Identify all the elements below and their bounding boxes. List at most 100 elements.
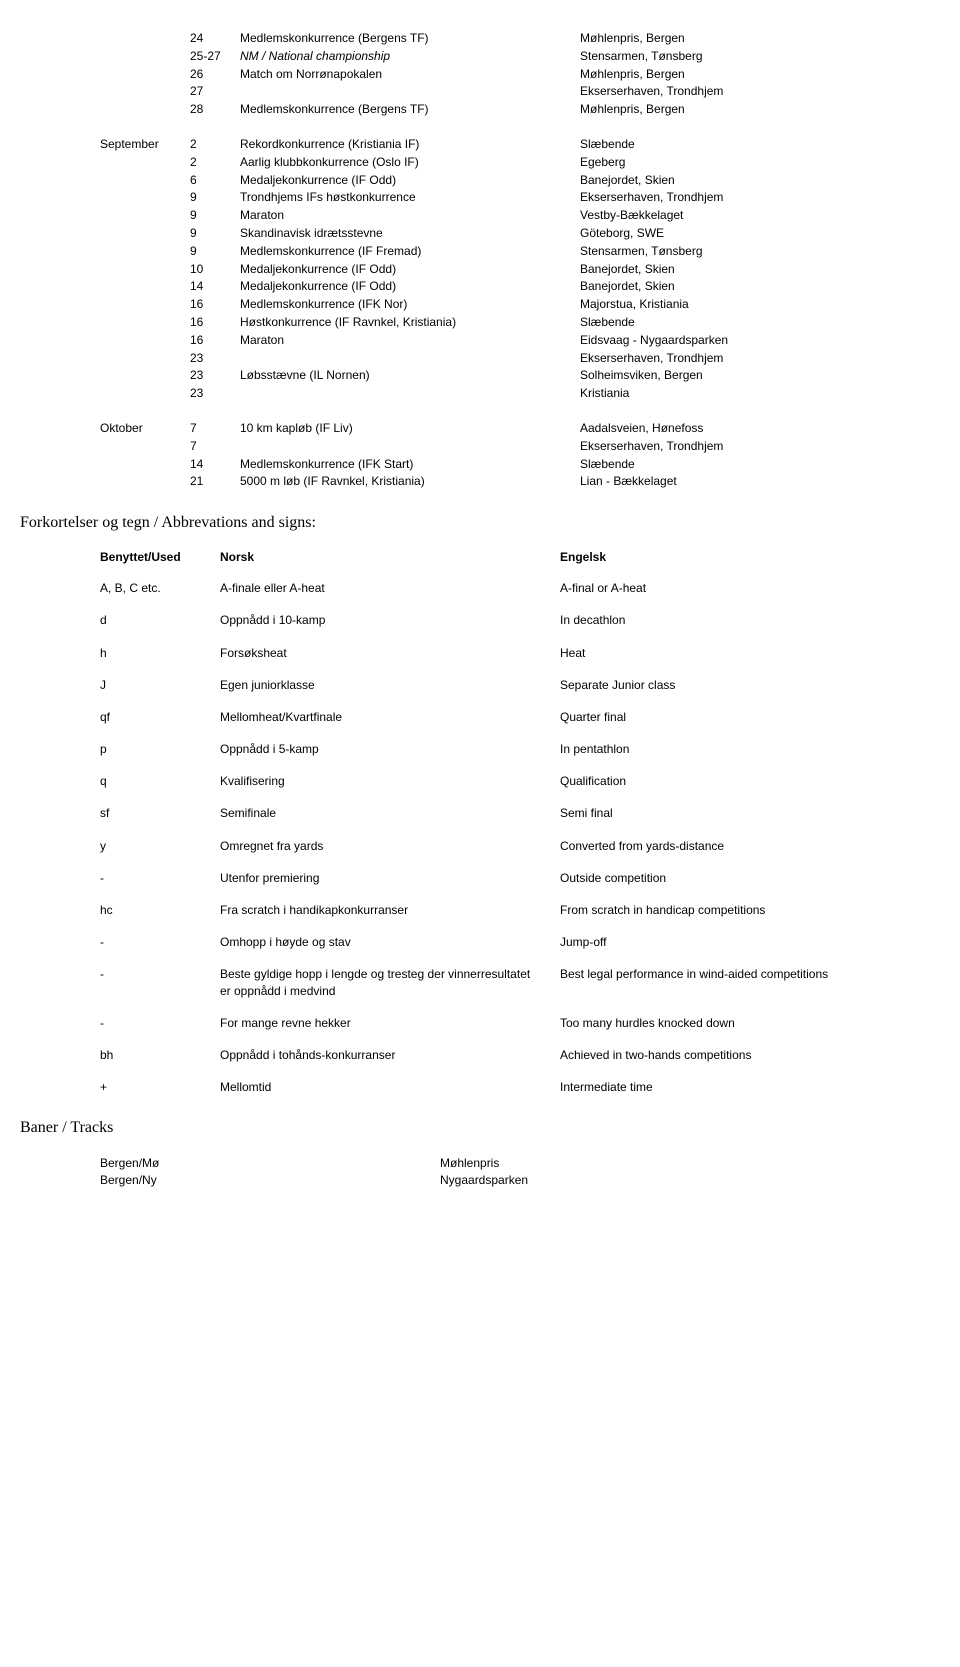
schedule-row: 16MaratonEidsvaag - Nygaardsparken (100, 332, 940, 349)
abbr-row: -Utenfor premieringOutside competition (100, 870, 940, 886)
event-label: Rekordkonkurrence (Kristiania IF) (240, 136, 580, 153)
day-label: 9 (190, 189, 240, 206)
schedule-row: 6Medaljekonkurrence (IF Odd)Banejordet, … (100, 172, 940, 189)
day-label: 2 (190, 154, 240, 171)
abbr-row: yOmregnet fra yardsConverted from yards-… (100, 838, 940, 854)
schedule-row: September2Rekordkonkurrence (Kristiania … (100, 136, 940, 153)
abbr-symbol: q (100, 773, 220, 789)
day-label: 9 (190, 243, 240, 260)
abbr-norsk: Oppnådd i 5-kamp (220, 741, 560, 757)
event-label: Maraton (240, 207, 580, 224)
month-label: Oktober (100, 420, 190, 437)
abbr-norsk: Oppnådd i 10-kamp (220, 612, 560, 628)
event-label: Medlemskonkurrence (Bergens TF) (240, 30, 580, 47)
abbr-english: A-final or A-heat (560, 580, 940, 596)
day-label: 2 (190, 136, 240, 153)
day-label: 23 (190, 367, 240, 384)
abbr-norsk: Oppnådd i tohånds-konkurranser (220, 1047, 560, 1063)
abbr-symbol: bh (100, 1047, 220, 1063)
abbr-symbol: y (100, 838, 220, 854)
month-label (100, 314, 190, 331)
month-block: September2Rekordkonkurrence (Kristiania … (100, 136, 940, 402)
day-label: 23 (190, 350, 240, 367)
abbr-english: Semi final (560, 805, 940, 821)
month-label (100, 189, 190, 206)
schedule-row: 9Trondhjems IFs høstkonkurrenceEkserserh… (100, 189, 940, 206)
abbr-section-title: Forkortelser og tegn / Abbrevations and … (20, 514, 940, 532)
event-label: Løbsstævne (IL Nornen) (240, 367, 580, 384)
event-label (240, 350, 580, 367)
abbr-english: Intermediate time (560, 1079, 940, 1095)
day-label: 28 (190, 101, 240, 118)
month-label (100, 261, 190, 278)
schedule-row: 14Medaljekonkurrence (IF Odd)Banejordet,… (100, 278, 940, 295)
event-label: Trondhjems IFs høstkonkurrence (240, 189, 580, 206)
abbr-norsk: Utenfor premiering (220, 870, 560, 886)
schedule-row: 9Medlemskonkurrence (IF Fremad)Stensarme… (100, 243, 940, 260)
month-label (100, 172, 190, 189)
month-label (100, 473, 190, 490)
track-code: Bergen/Ny (100, 1172, 440, 1189)
month-label (100, 207, 190, 224)
abbr-english: Best legal performance in wind-aided com… (560, 966, 940, 998)
abbr-symbol: p (100, 741, 220, 757)
day-label: 26 (190, 66, 240, 83)
abbr-symbol: A, B, C etc. (100, 580, 220, 596)
abbr-row: qfMellomheat/KvartfinaleQuarter final (100, 709, 940, 725)
day-label: 25-27 (190, 48, 240, 65)
abbr-english: Separate Junior class (560, 677, 940, 693)
location-label: Banejordet, Skien (580, 261, 940, 278)
abbr-english: Converted from yards-distance (560, 838, 940, 854)
month-label (100, 101, 190, 118)
event-label: Høstkonkurrence (IF Ravnkel, Kristiania) (240, 314, 580, 331)
abbr-symbol: sf (100, 805, 220, 821)
month-label: September (100, 136, 190, 153)
abbr-row: JEgen juniorklasseSeparate Junior class (100, 677, 940, 693)
schedule-row: 23Løbsstævne (IL Nornen)Solheimsviken, B… (100, 367, 940, 384)
month-label (100, 296, 190, 313)
abbr-english: Jump-off (560, 934, 940, 950)
month-label (100, 66, 190, 83)
abbr-symbol: qf (100, 709, 220, 725)
location-label: Ekserserhaven, Trondhjem (580, 438, 940, 455)
month-block: Oktober710 km kapløb (IF Liv)Aadalsveien… (100, 420, 940, 490)
abbr-row: hcFra scratch i handikapkonkurranserFrom… (100, 902, 940, 918)
location-label: Ekserserhaven, Trondhjem (580, 189, 940, 206)
schedule-row: 28Medlemskonkurrence (Bergens TF)Møhlenp… (100, 101, 940, 118)
month-label (100, 225, 190, 242)
event-label: Medlemskonkurrence (Bergens TF) (240, 101, 580, 118)
track-code: Bergen/Mø (100, 1155, 440, 1172)
event-label: Medaljekonkurrence (IF Odd) (240, 278, 580, 295)
abbr-english: From scratch in handicap competitions (560, 902, 940, 918)
abbr-header-engelsk: Engelsk (560, 550, 940, 564)
abbr-norsk: Beste gyldige hopp i lengde og tresteg d… (220, 966, 560, 998)
day-label: 16 (190, 314, 240, 331)
month-label (100, 30, 190, 47)
schedule-container: 24Medlemskonkurrence (Bergens TF)Møhlenp… (100, 30, 940, 490)
month-label (100, 83, 190, 100)
schedule-row: 9Skandinavisk idrætsstevneGöteborg, SWE (100, 225, 940, 242)
location-label: Slæbende (580, 314, 940, 331)
schedule-row: 14Medlemskonkurrence (IFK Start)Slæbende (100, 456, 940, 473)
location-label: Møhlenpris, Bergen (580, 30, 940, 47)
abbr-row: dOppnådd i 10-kampIn decathlon (100, 612, 940, 628)
abbr-symbol: - (100, 966, 220, 998)
event-label: Aarlig klubbkonkurrence (Oslo IF) (240, 154, 580, 171)
month-label (100, 367, 190, 384)
schedule-row: 23Kristiania (100, 385, 940, 402)
month-label (100, 278, 190, 295)
abbr-english: Qualification (560, 773, 940, 789)
abbr-norsk: Forsøksheat (220, 645, 560, 661)
abbr-container: A, B, C etc.A-finale eller A-heatA-final… (100, 580, 940, 1095)
abbr-symbol: - (100, 870, 220, 886)
schedule-row: 215000 m løb (IF Ravnkel, Kristiania)Lia… (100, 473, 940, 490)
abbr-header-norsk: Norsk (220, 550, 560, 564)
location-label: Egeberg (580, 154, 940, 171)
location-label: Solheimsviken, Bergen (580, 367, 940, 384)
day-label: 9 (190, 207, 240, 224)
location-label: Møhlenpris, Bergen (580, 101, 940, 118)
abbr-english: Achieved in two-hands competitions (560, 1047, 940, 1063)
track-row: Bergen/MøMøhlenpris (100, 1155, 940, 1172)
event-label: Medlemskonkurrence (IFK Start) (240, 456, 580, 473)
location-label: Majorstua, Kristiania (580, 296, 940, 313)
